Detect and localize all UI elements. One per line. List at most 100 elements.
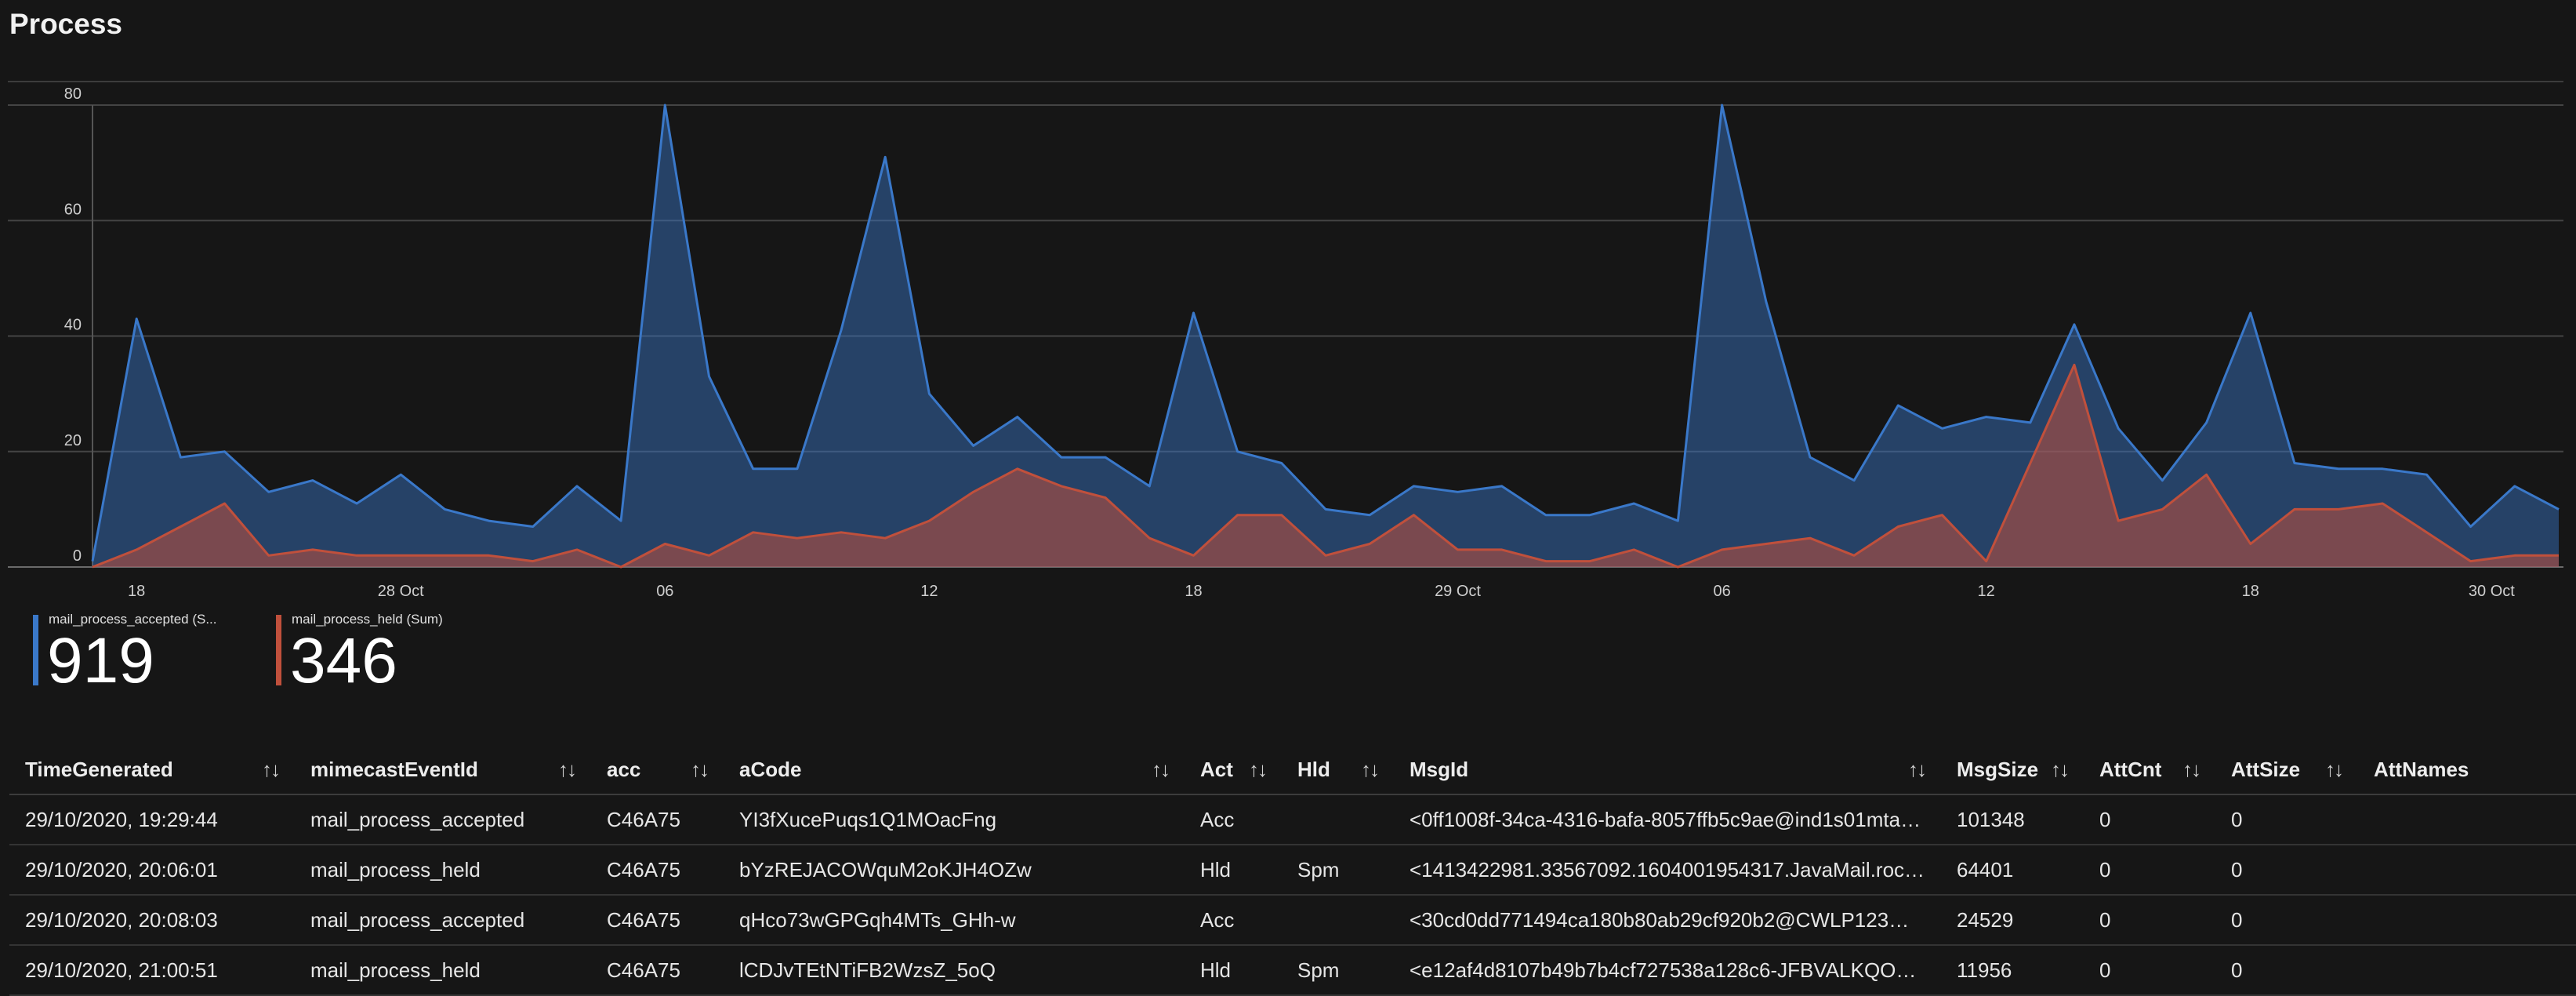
table-cell: 0 — [2215, 845, 2358, 896]
sort-icon[interactable]: ↑↓ — [1908, 757, 1927, 781]
legend-accepted-swatch — [33, 615, 38, 685]
column-header-attnames[interactable]: AttNames — [2358, 745, 2576, 795]
column-label: aCode — [739, 757, 802, 781]
y-tick-label: 40 — [64, 317, 82, 334]
table-row[interactable]: 29/10/2020, 20:08:03 mail_process_accepte… — [9, 895, 2576, 946]
column-label: MsgSize — [1957, 757, 2039, 781]
table-cell: Hld — [1185, 945, 1282, 996]
sort-icon[interactable]: ↑↓ — [1249, 757, 1268, 781]
table-cell: 0 — [2084, 845, 2215, 896]
table-row[interactable]: 29/10/2020, 21:00:51 mail_process_held C46… — [9, 945, 2576, 996]
y-tick-label: 60 — [64, 201, 82, 218]
table-cell — [2358, 895, 2576, 946]
sort-icon[interactable]: ↑↓ — [1152, 757, 1170, 781]
legend-accepted-value: 919 — [47, 625, 154, 696]
table-cell: 101348 — [1941, 794, 2084, 845]
table-cell: <1413422981.33567092.1604001954317.JavaM… — [1394, 845, 1941, 896]
sort-icon[interactable]: ↑↓ — [2051, 757, 2070, 781]
page-title: Process — [9, 8, 122, 40]
table-cell: C46A75 — [591, 794, 724, 845]
table-cell — [2358, 945, 2576, 996]
table-cell: 0 — [2084, 794, 2215, 845]
table-cell: mail_process_accepted — [295, 794, 591, 845]
table-cell: C46A75 — [591, 895, 724, 946]
table-cell: C46A75 — [591, 845, 724, 896]
column-header-acc[interactable]: acc ↑↓ — [591, 745, 724, 795]
column-label: acc — [607, 757, 641, 781]
column-header-attcnt[interactable]: AttCnt ↑↓ — [2084, 745, 2215, 795]
column-header-msgsize[interactable]: MsgSize ↑↓ — [1941, 745, 2084, 795]
series-area-0 — [93, 105, 2559, 567]
x-tick-label: 28 Oct — [378, 583, 424, 600]
y-tick-label: 80 — [64, 85, 82, 103]
area-chart: 80 60 40 20 0 18 28 Oct 06 12 18 29 Oct 06 12 18 30 Oc… — [8, 81, 2563, 600]
column-label: AttCnt — [2099, 757, 2162, 781]
legend-accepted-label: mail_process_accepted (S... — [49, 612, 217, 627]
sort-icon[interactable]: ↑↓ — [2182, 757, 2201, 781]
x-tick-label: 18 — [128, 583, 145, 600]
column-header-act[interactable]: Act ↑↓ — [1185, 745, 1282, 795]
column-label: AttSize — [2231, 757, 2301, 781]
table-row[interactable]: 29/10/2020, 20:06:01 mail_process_held C46… — [9, 845, 2576, 896]
column-header-acode[interactable]: aCode ↑↓ — [724, 745, 1185, 795]
column-header-timegenerated[interactable]: TimeGenerated ↑↓ — [9, 745, 295, 795]
legend-held-swatch — [276, 615, 281, 685]
table-cell: mail_process_held — [295, 945, 591, 996]
table-cell: Spm — [1282, 845, 1394, 896]
table-cell: C46A75 — [591, 945, 724, 996]
column-label: TimeGenerated — [25, 757, 173, 781]
column-header-mimecasteventid[interactable]: mimecastEventId ↑↓ — [295, 745, 591, 795]
results-table: TimeGenerated ↑↓ mimecastEventId ↑↓ acc ↑↓ aCo… — [9, 745, 2576, 996]
table-cell: mail_process_held — [295, 845, 591, 896]
x-tick-label: 12 — [920, 583, 938, 600]
x-tick-label: 29 Oct — [1435, 583, 1481, 600]
column-label: Hld — [1297, 757, 1330, 781]
x-tick-label: 06 — [1713, 583, 1730, 600]
table-cell: 29/10/2020, 21:00:51 — [9, 945, 295, 996]
table-cell — [2358, 794, 2576, 845]
x-tick-label: 18 — [1185, 583, 1202, 600]
table-cell: 0 — [2215, 945, 2358, 996]
column-header-attsize[interactable]: AttSize ↑↓ — [2215, 745, 2358, 795]
table-cell — [1282, 794, 1394, 845]
table-cell — [2358, 845, 2576, 896]
table-cell: qHco73wGPGqh4MTs_GHh-w — [724, 895, 1185, 946]
y-tick-label: 0 — [73, 547, 82, 565]
sort-icon[interactable]: ↑↓ — [558, 757, 577, 781]
table-cell: mail_process_accepted — [295, 895, 591, 946]
table-cell: <e12af4d8107b49b7b4cf727538a128c6-JFBVAL… — [1394, 945, 1941, 996]
column-header-hld[interactable]: Hld ↑↓ — [1282, 745, 1394, 795]
table-cell: YI3fXucePuqs1Q1MOacFng — [724, 794, 1185, 845]
table-cell: 29/10/2020, 20:08:03 — [9, 895, 295, 946]
x-tick-label: 06 — [656, 583, 673, 600]
table-cell: Acc — [1185, 895, 1282, 946]
table-cell: 0 — [2084, 945, 2215, 996]
table-cell: 24529 — [1941, 895, 2084, 946]
sort-icon[interactable]: ↑↓ — [262, 757, 281, 781]
table-cell: Spm — [1282, 945, 1394, 996]
series-line-0 — [91, 104, 2560, 562]
column-header-msgid[interactable]: MsgId ↑↓ — [1394, 745, 1941, 795]
sort-icon[interactable]: ↑↓ — [691, 757, 709, 781]
legend-held-label: mail_process_held (Sum) — [292, 612, 443, 627]
x-tick-label: 30 Oct — [2469, 583, 2515, 600]
sort-icon[interactable]: ↑↓ — [1361, 757, 1380, 781]
table-cell: Hld — [1185, 845, 1282, 896]
table-cell: 29/10/2020, 19:29:44 — [9, 794, 295, 845]
column-label: AttNames — [2374, 757, 2469, 781]
y-tick-label: 20 — [64, 432, 82, 449]
x-tick-label: 12 — [1978, 583, 1995, 600]
table-cell: lCDJvTEtNTiFB2WzsZ_5oQ — [724, 945, 1185, 996]
column-label: Act — [1200, 757, 1233, 781]
table-row[interactable]: 29/10/2020, 19:29:44 mail_process_accepte… — [9, 794, 2576, 845]
table-cell — [1282, 895, 1394, 946]
table-cell: 29/10/2020, 20:06:01 — [9, 845, 295, 896]
table-body: 29/10/2020, 19:29:44 mail_process_accepte… — [9, 794, 2576, 996]
table-cell: bYzREJACOWquM2oKJH4OZw — [724, 845, 1185, 896]
table-cell: <0ff1008f-34ca-4316-bafa-8057ffb5c9ae@in… — [1394, 794, 1941, 845]
sort-icon[interactable]: ↑↓ — [2325, 757, 2344, 781]
table-cell: <30cd0dd771494ca180b80ab29cf920b2@CWLP12… — [1394, 895, 1941, 946]
legend-held-value: 346 — [290, 625, 397, 696]
table-cell: 11956 — [1941, 945, 2084, 996]
table-cell: 0 — [2215, 895, 2358, 946]
